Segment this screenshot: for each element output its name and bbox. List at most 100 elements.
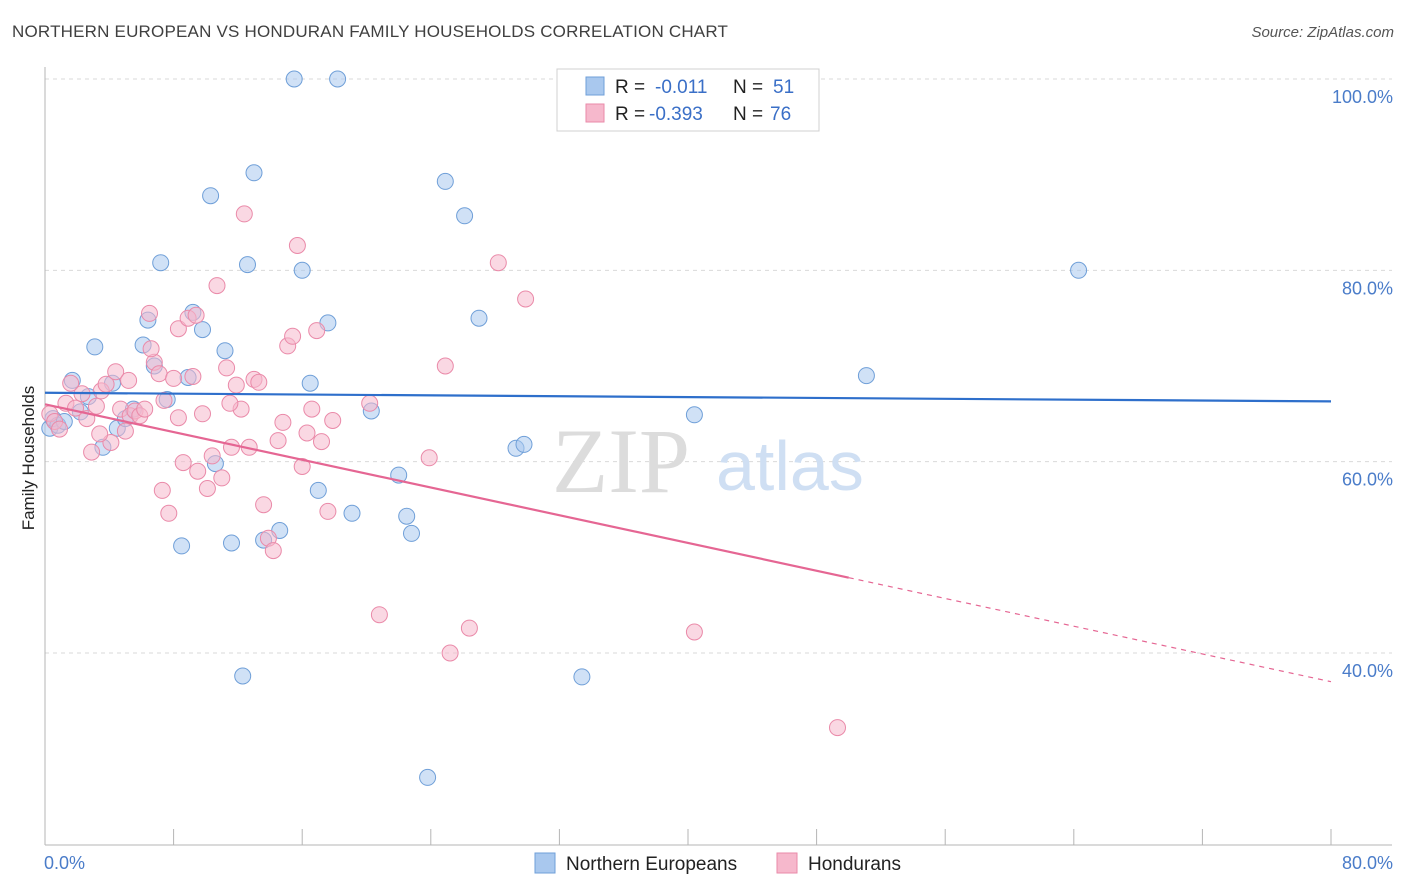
northern-european-point-26	[234, 667, 252, 685]
northern-european-point-32	[293, 261, 311, 279]
trend-line-1-extension	[848, 577, 1332, 683]
honduran-point-47	[269, 432, 287, 450]
honduran-point-29	[184, 368, 202, 385]
legend-swatch-pink	[585, 103, 605, 123]
legend-n-label-1: N =	[733, 77, 763, 98]
northern-european-point-50	[857, 367, 875, 385]
northern-european-point-18	[173, 537, 191, 555]
honduran-point-23	[155, 391, 173, 409]
legend-n-value-2: 76	[770, 104, 791, 125]
honduran-point-12	[102, 434, 120, 451]
trend-lines	[44, 391, 1332, 683]
honduran-point-31	[194, 405, 211, 423]
honduran-point-51	[288, 237, 306, 254]
honduran-point-74	[187, 306, 205, 324]
honduran-point-60	[370, 606, 388, 624]
legend-r-value-1: -0.011	[655, 77, 707, 98]
trend-line-1	[44, 403, 849, 579]
chart-title: NORTHERN EUROPEAN VS HONDURAN FAMILY HOU…	[12, 22, 729, 41]
honduran-point-55	[308, 322, 326, 340]
northern-european-point-41	[403, 524, 420, 542]
honduran-point-19	[136, 400, 154, 418]
northern-european-point-40	[398, 507, 416, 525]
northern-european-point-27	[239, 256, 256, 274]
honduran-point-71	[91, 425, 109, 443]
honduran-point-35	[213, 469, 231, 487]
watermark: ZIP atlas	[552, 410, 864, 512]
northern-european-point-34	[309, 481, 327, 499]
honduran-point-70	[120, 371, 138, 389]
x-tick-labels: 0.0% 80.0%	[44, 853, 1393, 873]
watermark-zip: ZIP	[552, 410, 690, 512]
series-legend-swatch-blue	[534, 852, 556, 874]
honduran-point-25	[165, 369, 183, 387]
honduran-point-46	[264, 542, 282, 560]
y-tick-labels: 40.0% 60.0% 80.0% 100.0%	[1332, 87, 1393, 681]
honduran-point-56	[313, 433, 330, 451]
honduran-point-30	[189, 462, 207, 480]
honduran-point-48	[274, 413, 292, 431]
honduran-point-8	[83, 443, 101, 461]
honduran-point-38	[227, 376, 245, 394]
series-legend-swatch-pink	[776, 852, 798, 874]
honduran-point-54	[303, 400, 321, 418]
series-hondurans	[41, 205, 846, 737]
legend-swatch-blue	[585, 76, 605, 96]
honduran-point-34	[208, 277, 226, 295]
honduran-point-69	[169, 409, 187, 427]
honduran-point-2	[51, 420, 68, 438]
honduran-point-52	[293, 458, 311, 475]
honduran-point-57	[319, 502, 337, 520]
legend-n-label-2: N =	[733, 104, 763, 125]
northern-european-point-42	[419, 768, 437, 786]
honduran-point-75	[142, 340, 160, 358]
legend-r-value-2: -0.393	[649, 104, 703, 125]
northern-european-point-16	[152, 254, 170, 272]
trend-line-0	[44, 391, 1332, 403]
honduran-point-43	[250, 373, 268, 391]
northern-european-point-28	[245, 164, 263, 182]
honduran-point-24	[160, 504, 178, 522]
honduran-point-73	[153, 481, 171, 499]
y-tick-label-2: 80.0%	[1342, 278, 1393, 298]
honduran-point-66	[517, 290, 535, 308]
legend-r-label-2: R =	[615, 104, 645, 125]
northern-european-point-7	[86, 338, 104, 356]
northern-european-point-22	[202, 187, 220, 205]
honduran-point-9	[87, 397, 105, 415]
northern-european-point-31	[285, 70, 303, 88]
northern-european-point-51	[1070, 261, 1088, 279]
honduran-point-61	[420, 449, 438, 467]
honduran-point-53	[298, 424, 316, 442]
legend-r-label-1: R =	[615, 77, 645, 98]
honduran-point-32	[198, 480, 216, 497]
x-tick-label-1: 80.0%	[1342, 853, 1393, 873]
northern-european-point-33	[301, 374, 319, 392]
honduran-point-58	[324, 412, 342, 429]
northern-european-point-36	[329, 70, 347, 88]
northern-european-point-43	[436, 172, 454, 190]
honduran-point-62	[436, 357, 454, 375]
honduran-point-37	[223, 438, 240, 456]
series-legend: Northern Europeans Hondurans	[534, 852, 901, 875]
correlation-legend: R = -0.011 N = 51 R = -0.393 N = 76	[556, 68, 820, 132]
honduran-point-44	[255, 496, 273, 514]
northern-european-point-44	[456, 207, 474, 225]
northern-european-point-24	[216, 342, 234, 360]
gridlines	[45, 78, 1392, 654]
honduran-point-64	[460, 619, 478, 637]
northern-european-point-45	[470, 309, 488, 327]
honduran-point-59	[361, 394, 379, 412]
honduran-point-68	[829, 719, 846, 737]
watermark-atlas: atlas	[716, 427, 864, 505]
honduran-point-67	[685, 623, 703, 641]
axes	[44, 67, 1392, 846]
honduran-point-15	[116, 422, 134, 440]
northern-european-point-21	[194, 321, 211, 339]
y-tick-label-0: 40.0%	[1342, 661, 1393, 681]
honduran-point-13	[107, 363, 125, 381]
honduran-point-65	[489, 254, 507, 272]
x-tick-label-0: 0.0%	[44, 853, 85, 873]
series-legend-label-pink: Hondurans	[808, 854, 901, 875]
honduran-point-36	[218, 359, 236, 377]
